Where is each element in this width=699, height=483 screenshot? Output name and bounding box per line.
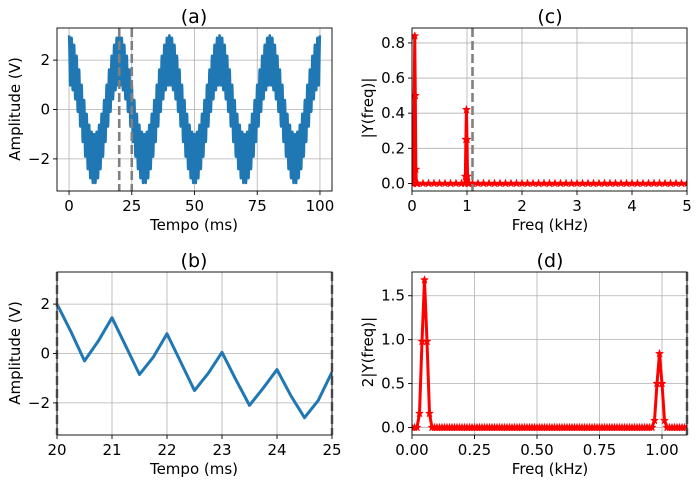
- panel-d-axes-frame: [411, 271, 688, 436]
- panel-a-series-line-0: [67, 34, 322, 185]
- panel-c-y-tick-label-1: 0.2: [381, 139, 405, 157]
- panel-a-y-tick-label-2: 2: [40, 51, 50, 69]
- panel-d-data-point-6: [422, 336, 432, 346]
- panel-a-x-tick-label-2: 50: [185, 197, 204, 215]
- panel-b-x-tick-label-4: 24: [267, 441, 286, 459]
- panel-b-y-tick-label-2: 2: [40, 295, 50, 313]
- panel-a-title: (a): [181, 6, 207, 28]
- panel-a-x-tick-label-1: 25: [122, 197, 141, 215]
- panel-c-x-tick-label-1: 1: [462, 197, 472, 215]
- panel-a-y-tick-label-0: −2: [28, 150, 50, 168]
- panel-c-y-tick-label-0: 0.0: [381, 174, 405, 192]
- panel-d-plot-area: [412, 274, 687, 432]
- panel-d-data-point-101: [659, 415, 670, 425]
- panel-b-y-axis-label: Amplitude (V): [6, 301, 24, 405]
- panel-d-data-point-5: [419, 274, 430, 284]
- panel-b-y-tick-label-1: 0: [40, 345, 50, 363]
- panel-d-data-point-96: [647, 422, 657, 432]
- panel-d-x-axis-label: Freq (kHz): [512, 460, 588, 478]
- panel-c-data-point-7: [412, 164, 421, 174]
- panel-b-x-tick-label-1: 21: [102, 441, 121, 459]
- panel-d-y-tick-label-2: 1.0: [381, 331, 405, 349]
- panel-a-x-tick-label-0: 0: [64, 197, 74, 215]
- panel-c: (c) Freq (kHz) |Y(freq)| 0 1 2 3 4 5 0.0 0.2 0.4…: [359, 6, 692, 234]
- panel-c-x-tick-label-3: 3: [572, 197, 582, 215]
- panel-d-x-tick-label-3: 0.75: [583, 441, 616, 459]
- panel-d-x-tick-label-1: 0.25: [458, 441, 491, 459]
- panel-c-data-point-22: [461, 104, 472, 114]
- panel-c-data-point-24: [462, 171, 473, 181]
- panel-d-x-tick-label-4: 1.00: [645, 441, 678, 459]
- panel-c-x-tick-label-0: 0: [407, 197, 417, 215]
- panel-d-x-tick-label-0: 0.00: [395, 441, 428, 459]
- panel-d-y-tick-label-1: 0.5: [381, 375, 405, 393]
- panel-b-title: (b): [181, 250, 208, 272]
- panel-b-x-tick-label-0: 20: [47, 441, 66, 459]
- panel-c-y-tick-label-3: 0.6: [381, 69, 405, 87]
- panel-c-x-axis-label: Freq (kHz): [512, 216, 588, 234]
- panel-d-x-tick-label-2: 0.50: [520, 441, 553, 459]
- panel-d-data-point-97: [649, 415, 660, 425]
- panel-c-x-tick-label-4: 4: [627, 197, 637, 215]
- panel-d: (d) Freq (kHz) 2|Y(freq)| 0.00 0.25 0.50 0.…: [359, 250, 689, 478]
- panel-a-x-tick-label-4: 100: [306, 197, 335, 215]
- panel-a-x-axis-label: Tempo (ms): [149, 216, 238, 234]
- panel-b-x-tick-label-5: 25: [322, 441, 341, 459]
- panel-c-y-axis-label: |Y(freq)|: [359, 78, 377, 139]
- panel-a-y-axis-label: Amplitude (V): [6, 57, 24, 161]
- panel-c-data-point-23: [462, 134, 472, 144]
- panel-c-x-tick-label-2: 2: [517, 197, 527, 215]
- panel-d-title: (d): [537, 250, 564, 272]
- panel-b-x-tick-label-3: 23: [212, 441, 231, 459]
- panel-b-x-tick-label-2: 22: [157, 441, 176, 459]
- panel-b-plot-area: [57, 303, 332, 420]
- panel-c-plot-area: [412, 30, 687, 188]
- panel-b: (b) Tempo (ms) Amplitude (V) 20 21 22 23 24 2…: [6, 250, 342, 478]
- panel-a-y-tick-label-1: 0: [40, 101, 50, 119]
- panel-c-title: (c): [537, 6, 562, 28]
- panel-d-data-point-100: [657, 378, 667, 388]
- panel-c-data-point-67: [682, 178, 687, 188]
- panel-d-data-point-7: [424, 408, 435, 418]
- panel-b-y-tick-label-0: −2: [28, 394, 50, 412]
- panel-d-data-point-99: [654, 348, 665, 358]
- panel-a-plot-area: [67, 34, 322, 185]
- panel-d-data-point-3: [414, 408, 425, 418]
- panel-b-x-axis-label: Tempo (ms): [149, 460, 238, 478]
- panel-c-y-tick-label-4: 0.8: [381, 34, 405, 52]
- panel-d-y-tick-label-0: 0.0: [381, 419, 405, 437]
- panel-d-data-point-2: [412, 422, 422, 432]
- panel-c-x-tick-label-5: 5: [682, 197, 692, 215]
- panel-a: (a) Tempo (ms) Amplitude (V) 0 25 50 75 100 −…: [6, 6, 334, 234]
- panel-a-x-tick-label-3: 75: [248, 197, 267, 215]
- panel-c-y-tick-label-2: 0.4: [381, 104, 405, 122]
- panel-d-y-axis-label: 2|Y(freq)|: [359, 317, 377, 387]
- panel-c-axes-frame: [411, 27, 688, 192]
- panel-c-data-point-5: [412, 30, 420, 40]
- panel-d-y-tick-label-3: 1.5: [381, 287, 405, 305]
- panel-b-series-line-0: [57, 303, 332, 420]
